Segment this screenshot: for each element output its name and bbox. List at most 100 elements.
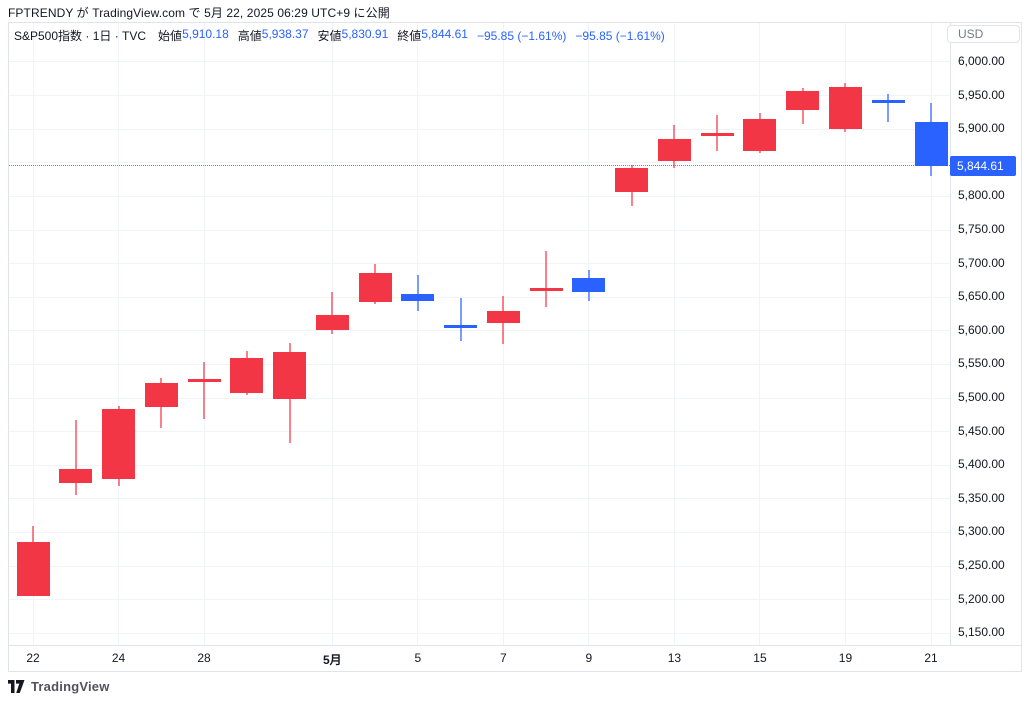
time-tick-label: 21	[924, 651, 938, 665]
price-tick-label: 5,550.00	[958, 356, 1005, 371]
candle[interactable]	[59, 469, 93, 484]
gridline-h	[8, 128, 950, 130]
time-tick-label: 5	[414, 651, 422, 665]
candle[interactable]	[743, 119, 777, 152]
gridline-h	[8, 263, 950, 265]
high-value: 5,938.37	[261, 27, 309, 41]
gridline-v	[32, 22, 34, 645]
gridline-h	[8, 431, 950, 433]
price-tick-label: 5,200.00	[958, 591, 1005, 606]
candle[interactable]	[700, 132, 734, 136]
price-tick-label: 5,300.00	[958, 524, 1005, 539]
gridline-h	[8, 397, 950, 399]
candle[interactable]	[16, 541, 50, 597]
gridline-v	[118, 22, 120, 645]
candle[interactable]	[273, 351, 307, 400]
last-price-line	[8, 165, 950, 167]
legend-low: 安値 5,830.91	[318, 27, 389, 44]
last-price-label: 5,844.61	[950, 156, 1016, 177]
price-tick-label: 5,800.00	[958, 188, 1005, 203]
gridline-h	[8, 95, 950, 97]
legend-high: 高値 5,938.37	[238, 27, 309, 44]
candle[interactable]	[230, 358, 264, 393]
candle[interactable]	[871, 99, 905, 103]
candle[interactable]	[615, 167, 649, 193]
time-tick-label: 24	[111, 651, 126, 665]
time-tick-label: 28	[197, 651, 211, 665]
gridline-h	[8, 632, 950, 634]
candle[interactable]	[828, 86, 862, 129]
price-tick-label: 5,700.00	[958, 255, 1005, 270]
symbol-title[interactable]: S&P500指数 · 1日 · TVC	[14, 29, 147, 43]
tradingview-logo[interactable]: TradingView	[8, 679, 110, 694]
candle[interactable]	[572, 277, 606, 292]
candle[interactable]	[786, 90, 820, 111]
legend-close: 終値 5,844.61	[397, 27, 468, 44]
price-tick-label: 5,250.00	[958, 558, 1005, 573]
gridline-h	[8, 464, 950, 466]
time-axis[interactable]: 22 24 28 5月 5 7 9 13 15 19 21	[8, 645, 950, 672]
candle[interactable]	[401, 293, 435, 302]
time-tick-label: 19	[838, 651, 853, 665]
gridline-h	[8, 330, 950, 332]
price-tick-label: 5,600.00	[958, 322, 1005, 337]
symbol-legend: S&P500指数 · 1日 · TVC 始値 5,910.18 高値 5,938.3…	[14, 27, 665, 44]
candle-wick	[74, 419, 77, 495]
high-label: 高値	[237, 29, 262, 43]
gridline-v	[203, 22, 205, 645]
candle[interactable]	[444, 325, 478, 329]
time-axis-separator	[8, 645, 1022, 646]
gridline-v	[844, 22, 846, 645]
candle-wick	[203, 362, 206, 419]
time-tick-label: 22	[26, 651, 40, 665]
time-tick-label: 13	[667, 651, 682, 665]
gridline-h	[8, 498, 950, 500]
close-label: 終値	[397, 29, 422, 43]
open-value: 5,910.18	[182, 27, 229, 41]
candle[interactable]	[144, 382, 178, 407]
candle-wick	[416, 275, 419, 311]
time-tick-label: 5月	[322, 653, 342, 667]
candle[interactable]	[187, 378, 221, 382]
gridline-v	[417, 22, 419, 645]
candle-wick	[887, 93, 890, 123]
gridline-v	[588, 22, 590, 645]
close-value: 5,844.61	[421, 27, 468, 41]
tradingview-logo-text: TradingView	[31, 679, 110, 694]
gridline-h	[8, 296, 950, 298]
change-value-secondary: −95.85 (−1.61%)	[575, 28, 665, 43]
price-tick-label: 5,950.00	[958, 87, 1005, 102]
candle[interactable]	[358, 273, 392, 302]
legend-open: 始値 5,910.18	[158, 27, 229, 44]
price-tick-label: 6,000.00	[958, 53, 1005, 68]
gridline-h	[8, 599, 950, 601]
candle[interactable]	[315, 315, 349, 331]
price-tick-label: 5,750.00	[958, 222, 1005, 236]
price-axis-separator	[950, 22, 951, 645]
low-label: 安値	[317, 29, 342, 43]
change-value: −95.85 (−1.61%)	[476, 28, 567, 43]
gridline-h	[8, 61, 950, 63]
price-axis[interactable]: 6,000.005,950.005,900.005,850.005,800.00…	[950, 22, 1023, 645]
price-tick-label: 5,150.00	[958, 625, 1005, 640]
price-tick-label: 5,650.00	[958, 289, 1005, 304]
gridline-v	[673, 22, 675, 645]
candle[interactable]	[657, 138, 691, 162]
candle-wick	[545, 250, 548, 308]
gridline-v	[930, 22, 932, 645]
currency-button[interactable]: USD	[947, 25, 1020, 43]
gridline-h	[8, 363, 950, 365]
candle[interactable]	[486, 311, 520, 324]
candle[interactable]	[529, 287, 563, 291]
time-tick-label: 15	[753, 651, 767, 665]
candle[interactable]	[914, 122, 948, 167]
tradingview-logo-icon	[8, 679, 25, 693]
candle[interactable]	[102, 409, 136, 479]
price-tick-label: 5,900.00	[958, 121, 1005, 136]
time-tick-label: 9	[585, 651, 593, 665]
gridline-h	[8, 531, 950, 533]
gridline-h	[8, 195, 950, 197]
price-tick-label: 5,450.00	[958, 423, 1005, 438]
